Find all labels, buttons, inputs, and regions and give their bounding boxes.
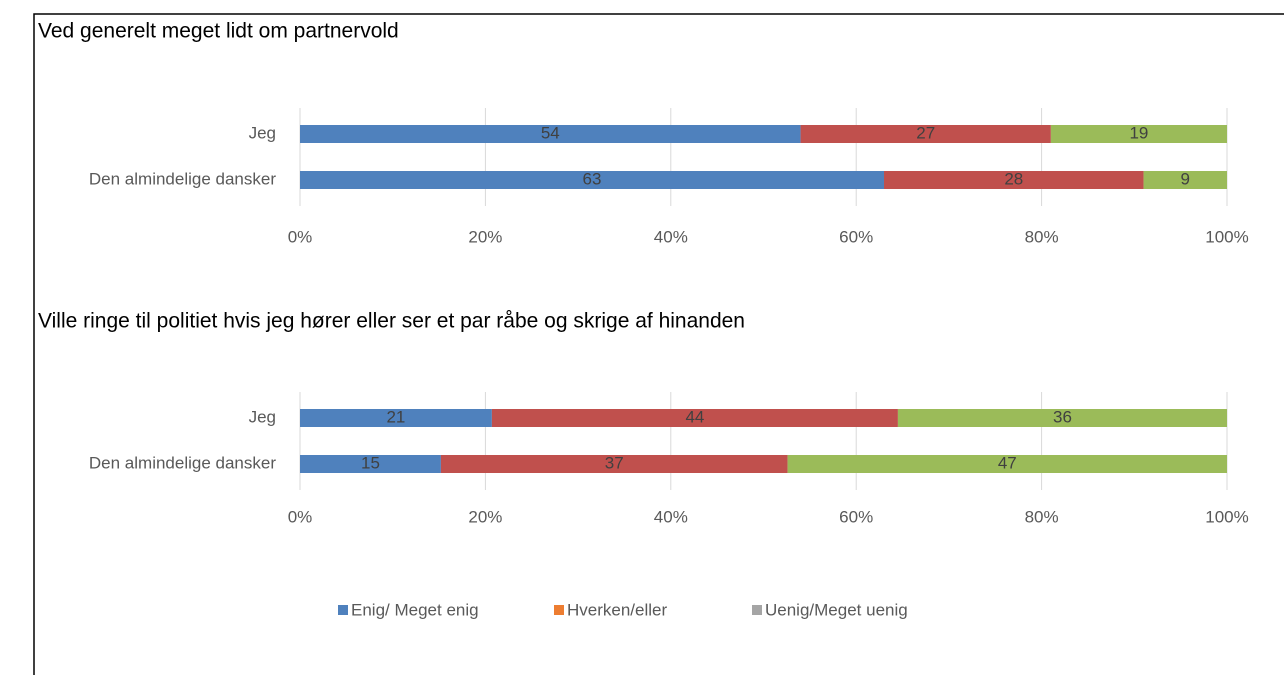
data-label: 44: [685, 407, 704, 426]
x-tick-label: 80%: [1025, 227, 1059, 246]
x-tick-label: 60%: [839, 227, 873, 246]
data-label: 37: [605, 453, 624, 472]
bar-segment: [1050, 125, 1227, 143]
y-tick-label: Den almindelige dansker: [89, 169, 276, 188]
x-tick-label: 20%: [468, 227, 502, 246]
data-label: 21: [386, 407, 405, 426]
bar-segment: [800, 125, 1051, 143]
bar-segment: [440, 455, 788, 473]
data-label: 54: [541, 123, 560, 142]
legend-swatch: [338, 605, 348, 615]
x-tick-label: 0%: [288, 227, 313, 246]
y-tick-label: Jeg: [249, 407, 276, 426]
bar-segment: [897, 409, 1227, 427]
chart-title: Ville ringe til politiet hvis jeg hører …: [38, 310, 745, 333]
x-tick-label: 0%: [288, 507, 313, 526]
data-label: 63: [583, 169, 602, 188]
bar-segment: [300, 409, 492, 427]
frame: [33, 13, 1284, 675]
bar-segment: [491, 409, 898, 427]
data-label: 19: [1129, 123, 1148, 142]
data-label: 47: [998, 453, 1017, 472]
data-label: 28: [1004, 169, 1023, 188]
legend-label: Hverken/eller: [567, 600, 667, 619]
legend-swatch: [752, 605, 762, 615]
x-tick-label: 60%: [839, 507, 873, 526]
legend-label: Enig/ Meget enig: [351, 600, 479, 619]
bar-segment: [884, 171, 1144, 189]
bar-segment: [300, 125, 801, 143]
bar-segment: [787, 455, 1227, 473]
bar-segment: [1143, 171, 1227, 189]
legend-label: Uenig/Meget uenig: [765, 600, 908, 619]
chart-title: Ved generelt meget lidt om partnervold: [38, 20, 399, 43]
x-tick-label: 40%: [654, 507, 688, 526]
data-label: 36: [1053, 407, 1072, 426]
legend-swatch: [554, 605, 564, 615]
x-tick-label: 100%: [1205, 507, 1248, 526]
x-tick-label: 40%: [654, 227, 688, 246]
x-tick-label: 100%: [1205, 227, 1248, 246]
x-tick-label: 20%: [468, 507, 502, 526]
bar-segment: [300, 171, 885, 189]
y-tick-label: Den almindelige dansker: [89, 453, 276, 472]
y-tick-label: Jeg: [249, 123, 276, 142]
x-tick-label: 80%: [1025, 507, 1059, 526]
data-label: 27: [916, 123, 935, 142]
data-label: 9: [1181, 169, 1190, 188]
data-label: 15: [361, 453, 380, 472]
bar-segment: [300, 455, 441, 473]
